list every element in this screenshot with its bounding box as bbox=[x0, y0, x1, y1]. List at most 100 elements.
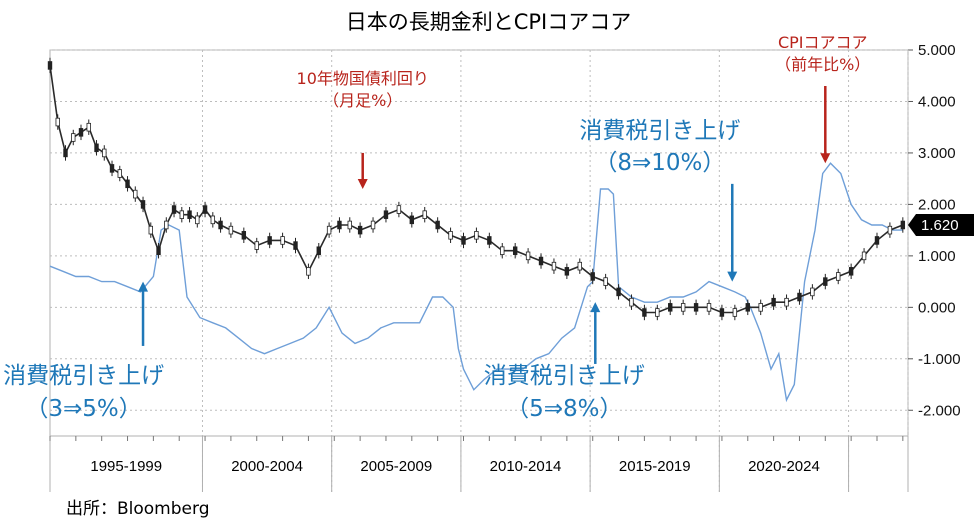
candle-body bbox=[668, 303, 673, 312]
last-value-badge bbox=[908, 213, 974, 236]
candle-body bbox=[797, 292, 802, 302]
candle-body bbox=[422, 210, 427, 219]
candle-body bbox=[874, 236, 880, 245]
annotation-label: （5⇒8%） bbox=[506, 396, 622, 422]
candle-body bbox=[179, 210, 185, 219]
last-value-label: 1.620 bbox=[921, 217, 959, 234]
candle-body bbox=[210, 215, 216, 225]
candle-body bbox=[267, 236, 272, 245]
annotation-label: （3⇒5%） bbox=[25, 396, 141, 422]
y-tick-label: 1.000 bbox=[918, 248, 956, 265]
candle-body bbox=[538, 256, 544, 266]
candle-body bbox=[487, 236, 492, 245]
annotation-label: （8⇒10%） bbox=[594, 150, 725, 176]
annotation-arrowhead bbox=[820, 153, 831, 164]
y-tick-label: 4.000 bbox=[918, 93, 956, 110]
annotation-arrowhead bbox=[727, 271, 738, 282]
series-line-yield bbox=[49, 65, 904, 314]
candle-body bbox=[551, 261, 557, 271]
candle-body bbox=[655, 308, 660, 317]
candle-body bbox=[171, 205, 177, 214]
candle-body bbox=[357, 225, 363, 235]
candle-body bbox=[280, 236, 285, 245]
annotation-label: 10年物国債利回り bbox=[297, 69, 429, 88]
candle-body bbox=[732, 308, 738, 317]
plot-frame bbox=[49, 49, 909, 437]
candle-body bbox=[823, 277, 828, 286]
candle-body bbox=[117, 169, 122, 178]
candle-body bbox=[642, 308, 647, 317]
source-note: 出所：Bloomberg bbox=[66, 499, 210, 519]
candle-body bbox=[140, 200, 146, 209]
annotation-label: （前年比%） bbox=[775, 55, 870, 74]
candle-body bbox=[228, 225, 234, 235]
candle-body bbox=[706, 303, 712, 312]
candle-body bbox=[109, 164, 115, 173]
candle-body bbox=[187, 210, 192, 219]
y-tick-label: 5.000 bbox=[918, 42, 956, 59]
candle-body bbox=[156, 246, 161, 255]
annotation-arrowhead bbox=[357, 178, 368, 189]
candle-body bbox=[758, 303, 763, 312]
candle-body bbox=[500, 246, 505, 255]
candle-body bbox=[603, 277, 608, 286]
candle-body bbox=[396, 205, 402, 214]
candle-body bbox=[148, 225, 153, 235]
annotation-label: CPIコアコア bbox=[778, 33, 868, 52]
candle-body bbox=[861, 251, 867, 261]
candle-body bbox=[525, 251, 531, 261]
candle-body bbox=[195, 215, 200, 225]
candle-body bbox=[461, 236, 466, 245]
candle-body bbox=[616, 287, 621, 297]
period-label: 2015-2019 bbox=[619, 458, 691, 475]
candle-body bbox=[337, 220, 342, 230]
candle-body bbox=[448, 231, 453, 240]
y-tick-label: 2.000 bbox=[918, 196, 956, 213]
candle-body bbox=[848, 267, 854, 276]
candle-body bbox=[241, 231, 247, 240]
candle-body bbox=[810, 287, 815, 297]
candle-body bbox=[254, 241, 259, 250]
annotation-arrowhead bbox=[138, 281, 149, 292]
candle-body bbox=[435, 220, 440, 230]
candle-body bbox=[629, 297, 634, 307]
candle-body bbox=[78, 128, 84, 137]
candle-body bbox=[564, 267, 570, 276]
y-tick-label: 3.000 bbox=[918, 145, 956, 162]
candle-body bbox=[577, 261, 582, 271]
annotation-label: 消費税引き上げ bbox=[484, 363, 645, 389]
candle-body bbox=[326, 225, 332, 235]
series-line-cpi bbox=[49, 162, 903, 403]
period-label: 2020-2024 bbox=[748, 458, 820, 475]
candle-body bbox=[784, 297, 789, 307]
candle-body bbox=[512, 246, 518, 255]
annotation-label: （月足%） bbox=[323, 91, 402, 110]
period-label: 2010-2014 bbox=[490, 458, 562, 475]
candle-body bbox=[887, 225, 893, 235]
candle-body bbox=[590, 272, 595, 281]
candle-body bbox=[94, 143, 99, 153]
candle-body bbox=[202, 205, 208, 214]
candle-body bbox=[218, 220, 223, 230]
candle-body bbox=[71, 133, 76, 142]
candle-body bbox=[293, 241, 298, 250]
candle-body bbox=[47, 61, 53, 70]
annotation-label: 消費税引き上げ bbox=[579, 118, 740, 144]
candle-body bbox=[900, 220, 906, 230]
annotation-arrowhead bbox=[590, 302, 601, 313]
candle-body bbox=[680, 303, 686, 312]
candle-body bbox=[86, 122, 91, 132]
chart-title: 日本の長期金利とCPIコアコア bbox=[345, 10, 632, 34]
candle-body bbox=[383, 210, 389, 219]
candle-body bbox=[306, 267, 311, 276]
candle-body bbox=[745, 303, 750, 312]
candle-body bbox=[474, 231, 479, 240]
y-tick-label: -2.000 bbox=[918, 402, 961, 419]
candle-body bbox=[719, 308, 725, 317]
candle-body bbox=[125, 179, 130, 189]
period-label: 2000-2004 bbox=[231, 458, 303, 475]
candle-body bbox=[102, 148, 107, 158]
candle-body bbox=[164, 220, 169, 230]
candle-body bbox=[370, 220, 376, 230]
